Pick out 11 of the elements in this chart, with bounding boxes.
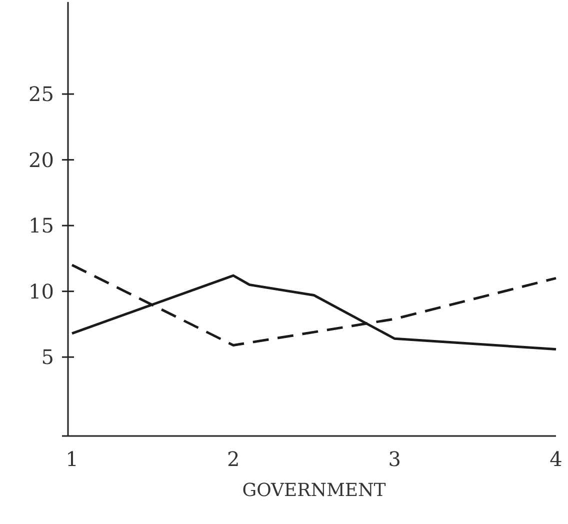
y-tick-label: 10 xyxy=(28,279,54,304)
x-axis-title: GOVERNMENT xyxy=(242,480,386,501)
y-tick-label: 5 xyxy=(41,345,54,370)
x-tick-label: 1 xyxy=(66,447,78,471)
y-tick-label: 15 xyxy=(28,214,54,238)
x-tick-label: 3 xyxy=(388,447,402,471)
line-series xyxy=(70,264,558,347)
x-tick-label: 4 xyxy=(550,447,562,471)
y-tick-label: 20 xyxy=(28,148,54,172)
y-tick-label: 25 xyxy=(28,82,54,106)
x-tick-label: 2 xyxy=(226,447,240,471)
